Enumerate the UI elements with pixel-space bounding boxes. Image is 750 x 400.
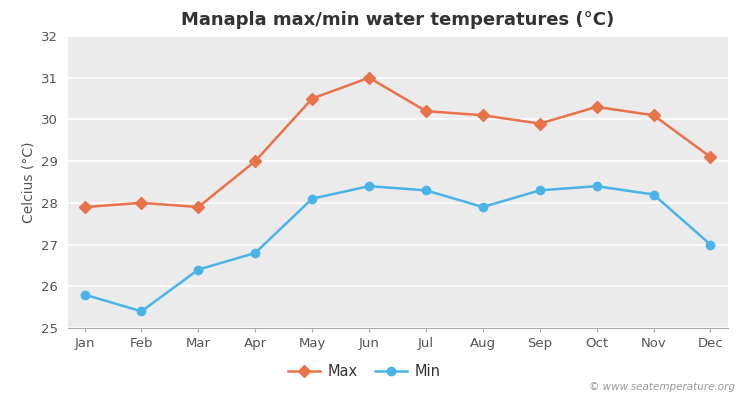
Min xyxy=(536,188,544,193)
Max xyxy=(194,205,202,210)
Max xyxy=(137,200,146,205)
Max xyxy=(536,121,544,126)
Min xyxy=(308,196,316,201)
Min xyxy=(80,292,89,297)
Max xyxy=(80,205,89,210)
Line: Min: Min xyxy=(80,182,715,316)
Y-axis label: Celcius (°C): Celcius (°C) xyxy=(21,141,35,223)
Line: Max: Max xyxy=(80,74,715,211)
Text: © www.seatemperature.org: © www.seatemperature.org xyxy=(589,382,735,392)
Max xyxy=(592,104,602,109)
Title: Manapla max/min water temperatures (°C): Manapla max/min water temperatures (°C) xyxy=(181,11,614,29)
Max xyxy=(478,113,488,118)
Min xyxy=(706,242,715,247)
Max xyxy=(649,113,658,118)
Min xyxy=(137,309,146,314)
Legend: Max, Min: Max, Min xyxy=(283,358,446,385)
Max xyxy=(251,159,260,164)
Max xyxy=(706,154,715,159)
Max xyxy=(308,96,316,101)
Min xyxy=(592,184,602,188)
Max xyxy=(364,75,374,80)
Min xyxy=(478,205,488,210)
Min xyxy=(364,184,374,188)
Min xyxy=(649,192,658,197)
Min xyxy=(194,267,202,272)
Max xyxy=(422,109,430,114)
Min xyxy=(251,250,260,255)
Min xyxy=(422,188,430,193)
